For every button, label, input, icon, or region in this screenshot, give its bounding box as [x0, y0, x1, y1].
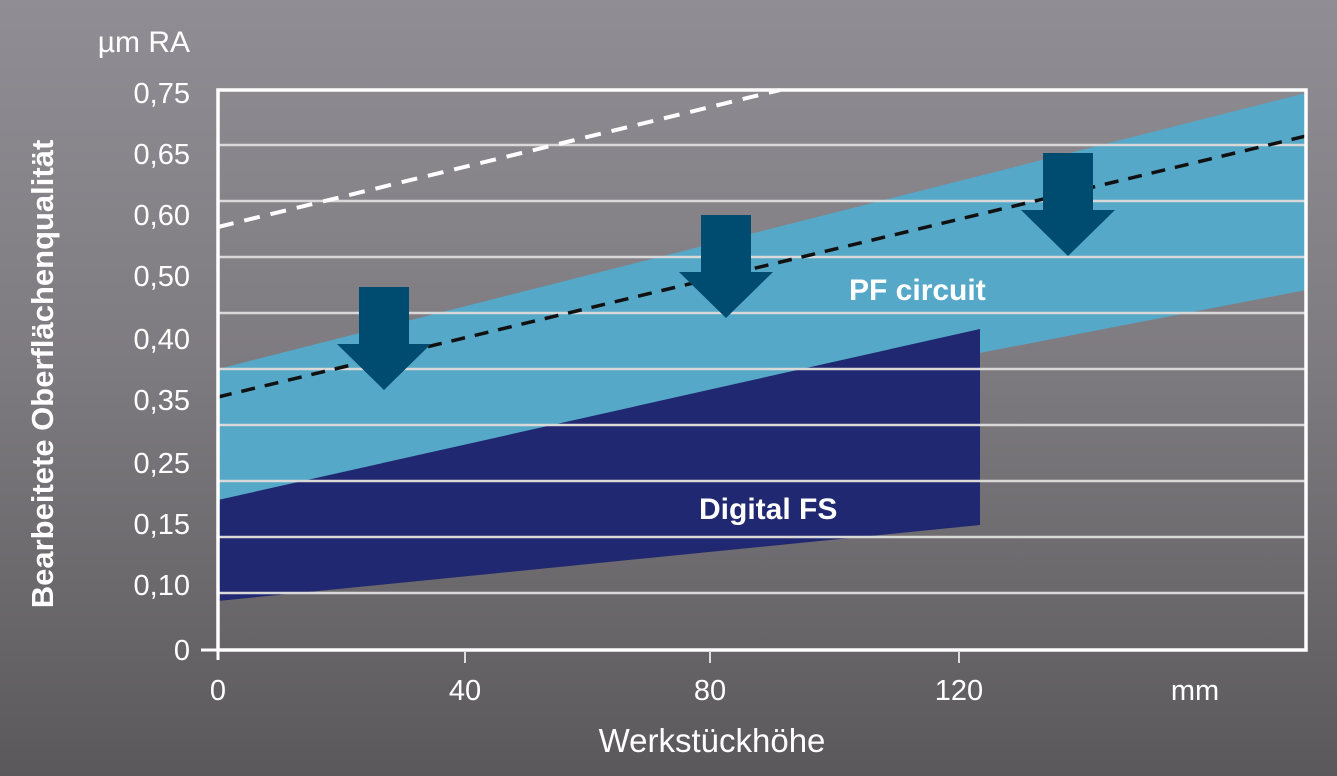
y-tick-label: 0,50	[134, 261, 190, 293]
y-tick-label: 0,65	[134, 139, 190, 171]
down-arrow-icon	[337, 287, 431, 390]
white-dashed-trend-line	[217, 88, 781, 229]
y-tick-label: 0,15	[134, 509, 190, 541]
x-axis-unit: mm	[1171, 675, 1219, 707]
down-arrow-icon	[1021, 153, 1115, 256]
y-tick-label: 0,60	[134, 200, 190, 232]
plot-frame	[216, 88, 1308, 652]
x-tick-label: 120	[935, 675, 983, 707]
digital-fs-band	[218, 329, 980, 601]
pf-circuit-label: PF circuit	[849, 274, 986, 307]
x-tick-label: 0	[210, 675, 226, 707]
digital-fs-label: Digital FS	[699, 493, 837, 526]
x-tick-label: 80	[694, 675, 726, 707]
y-tick-label: 0,35	[134, 385, 190, 417]
y-tick-label: 0,75	[134, 78, 190, 110]
pf-circuit-band	[218, 93, 1306, 500]
x-tick-label: 40	[449, 675, 481, 707]
down-arrow-icon	[679, 215, 773, 318]
y-tick-label: 0,25	[134, 448, 190, 480]
y-tick-label: 0,40	[134, 324, 190, 356]
y-axis-tick-labels: 0,75 0,65 0,60 0,50 0,40 0,35 0,25 0,15 …	[134, 78, 190, 667]
y-axis-title: Bearbeitete Oberflächenqualität	[25, 140, 60, 609]
x-axis-tick-labels: 0 40 80 120 mm	[210, 675, 1219, 707]
black-dashed-trend-line	[217, 134, 1307, 399]
y-tick-label: 0,10	[134, 570, 190, 602]
y-tick-label: 0	[174, 635, 190, 667]
y-axis-unit: µm RA	[98, 26, 190, 59]
x-axis-title: Werkstückhöhe	[599, 722, 826, 759]
axis-ticks	[201, 648, 960, 663]
